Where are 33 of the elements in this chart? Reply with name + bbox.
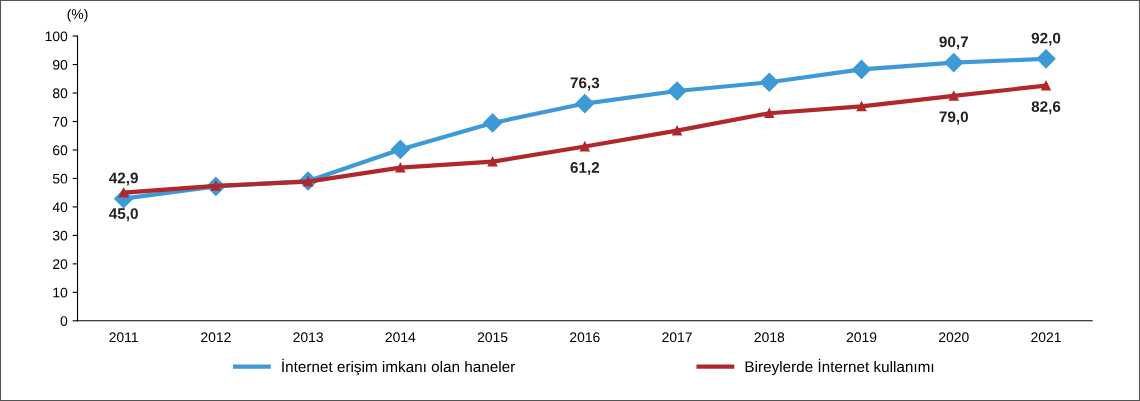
- x-tick-label: 2012: [201, 332, 231, 343]
- x-tick-label: 2011: [109, 332, 138, 343]
- y-tick-label: 90: [53, 59, 68, 70]
- data-label: 61,2: [570, 162, 600, 176]
- y-tick-label: 30: [52, 230, 68, 241]
- data-label: 76,3: [570, 77, 600, 91]
- y-tick-label: 70: [53, 116, 68, 127]
- x-tick-label: 2016: [570, 332, 600, 343]
- x-tick-label: 2013: [293, 332, 323, 343]
- y-tick-label: 20: [53, 259, 68, 270]
- x-tick-label: 2015: [477, 332, 508, 343]
- x-tick-label: 2017: [662, 332, 692, 343]
- data-label: 79,0: [939, 111, 969, 125]
- legend-label: Bireylerde İnternet kullanımı: [745, 358, 934, 376]
- y-tick-label: 10: [53, 287, 68, 298]
- data-label: 90,7: [939, 36, 968, 50]
- x-tick-label: 2019: [846, 332, 877, 343]
- y-axis-title: (%): [67, 8, 88, 22]
- y-tick-label: 50: [52, 173, 68, 184]
- data-label: 45,0: [109, 208, 138, 222]
- x-tick-label: 2018: [754, 332, 785, 343]
- y-tick-label: 80: [52, 88, 68, 99]
- data-label: 42,9: [109, 172, 138, 186]
- legend-label: İnternet erişim imkanı olan haneler: [282, 358, 515, 376]
- y-tick-label: 0: [60, 316, 68, 326]
- y-tick-label: 40: [52, 202, 68, 213]
- y-tick-label: 60: [53, 145, 68, 156]
- y-tick-label: 100: [45, 31, 68, 42]
- x-tick-label: 2020: [939, 332, 969, 343]
- data-label: 92,0: [1031, 32, 1061, 46]
- data-label: 82,6: [1031, 101, 1061, 115]
- x-tick-label: 2014: [385, 332, 416, 343]
- x-tick-label: 2021: [1031, 332, 1061, 343]
